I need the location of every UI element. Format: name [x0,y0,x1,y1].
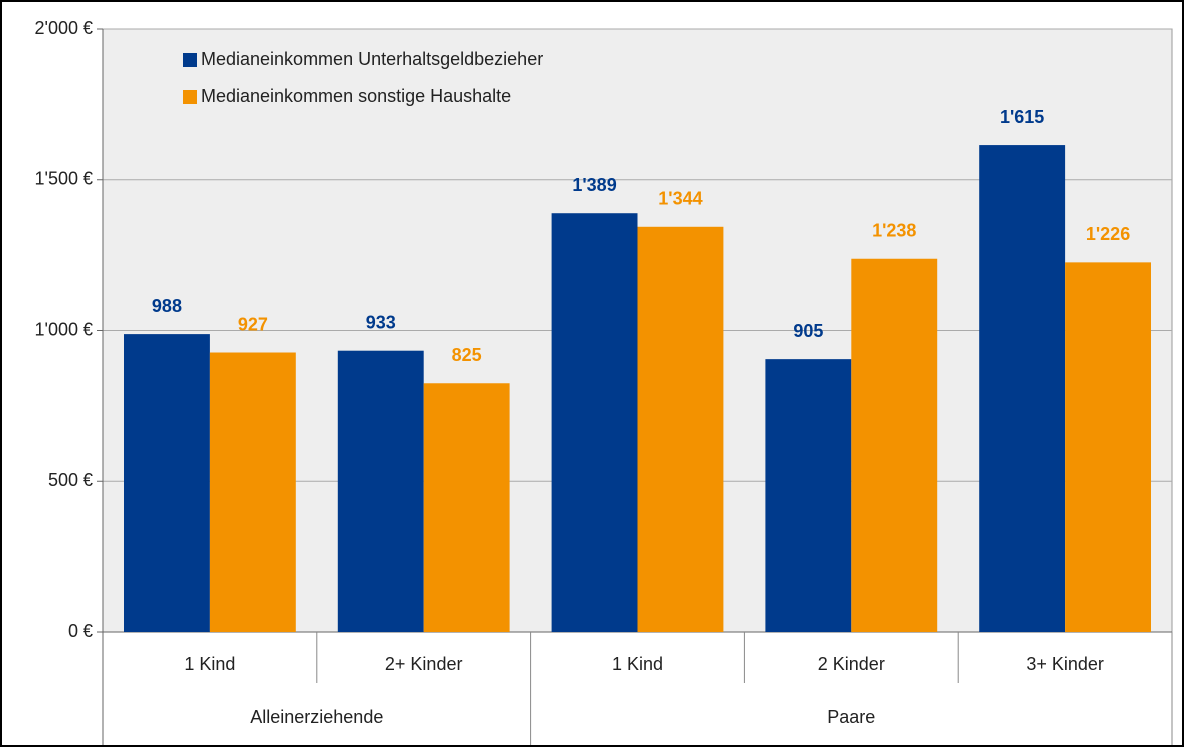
bar [209,352,296,632]
y-tick-label: 500 € [48,470,93,490]
bar [979,145,1066,632]
bar [1065,262,1151,632]
value-label: 1'238 [872,220,916,240]
bar [423,383,510,632]
bar [851,258,938,632]
y-tick-label: 0 € [68,621,93,641]
value-label: 933 [366,312,396,332]
value-label: 1'389 [572,175,616,195]
value-label: 988 [152,296,182,316]
x-tick-label: 2+ Kinder [385,654,463,674]
y-tick-label: 1'500 € [35,169,94,189]
group-label: Alleinerziehende [250,707,383,727]
bar [551,213,638,633]
y-tick-label: 1'000 € [35,319,94,339]
x-tick-label: 2 Kinder [818,654,885,674]
value-label: 1'226 [1086,224,1130,244]
x-tick-label: 1 Kind [184,654,235,674]
legend-swatch [183,90,197,104]
bar [124,334,210,632]
value-label: 1'615 [1000,107,1044,127]
bar [337,350,424,632]
x-tick-label: 1 Kind [612,654,663,674]
value-label: 905 [793,321,823,341]
value-label: 825 [452,345,482,365]
value-label: 927 [238,314,268,334]
group-label: Paare [827,707,875,727]
bar [765,359,852,632]
bar [637,226,724,632]
x-tick-label: 3+ Kinder [1026,654,1104,674]
legend-label: Medianeinkommen Unterhaltsgeldbezieher [201,49,543,69]
legend-swatch [183,53,197,67]
value-label: 1'344 [658,189,702,209]
legend-label: Medianeinkommen sonstige Haushalte [201,86,511,106]
y-tick-label: 2'000 € [35,18,94,38]
